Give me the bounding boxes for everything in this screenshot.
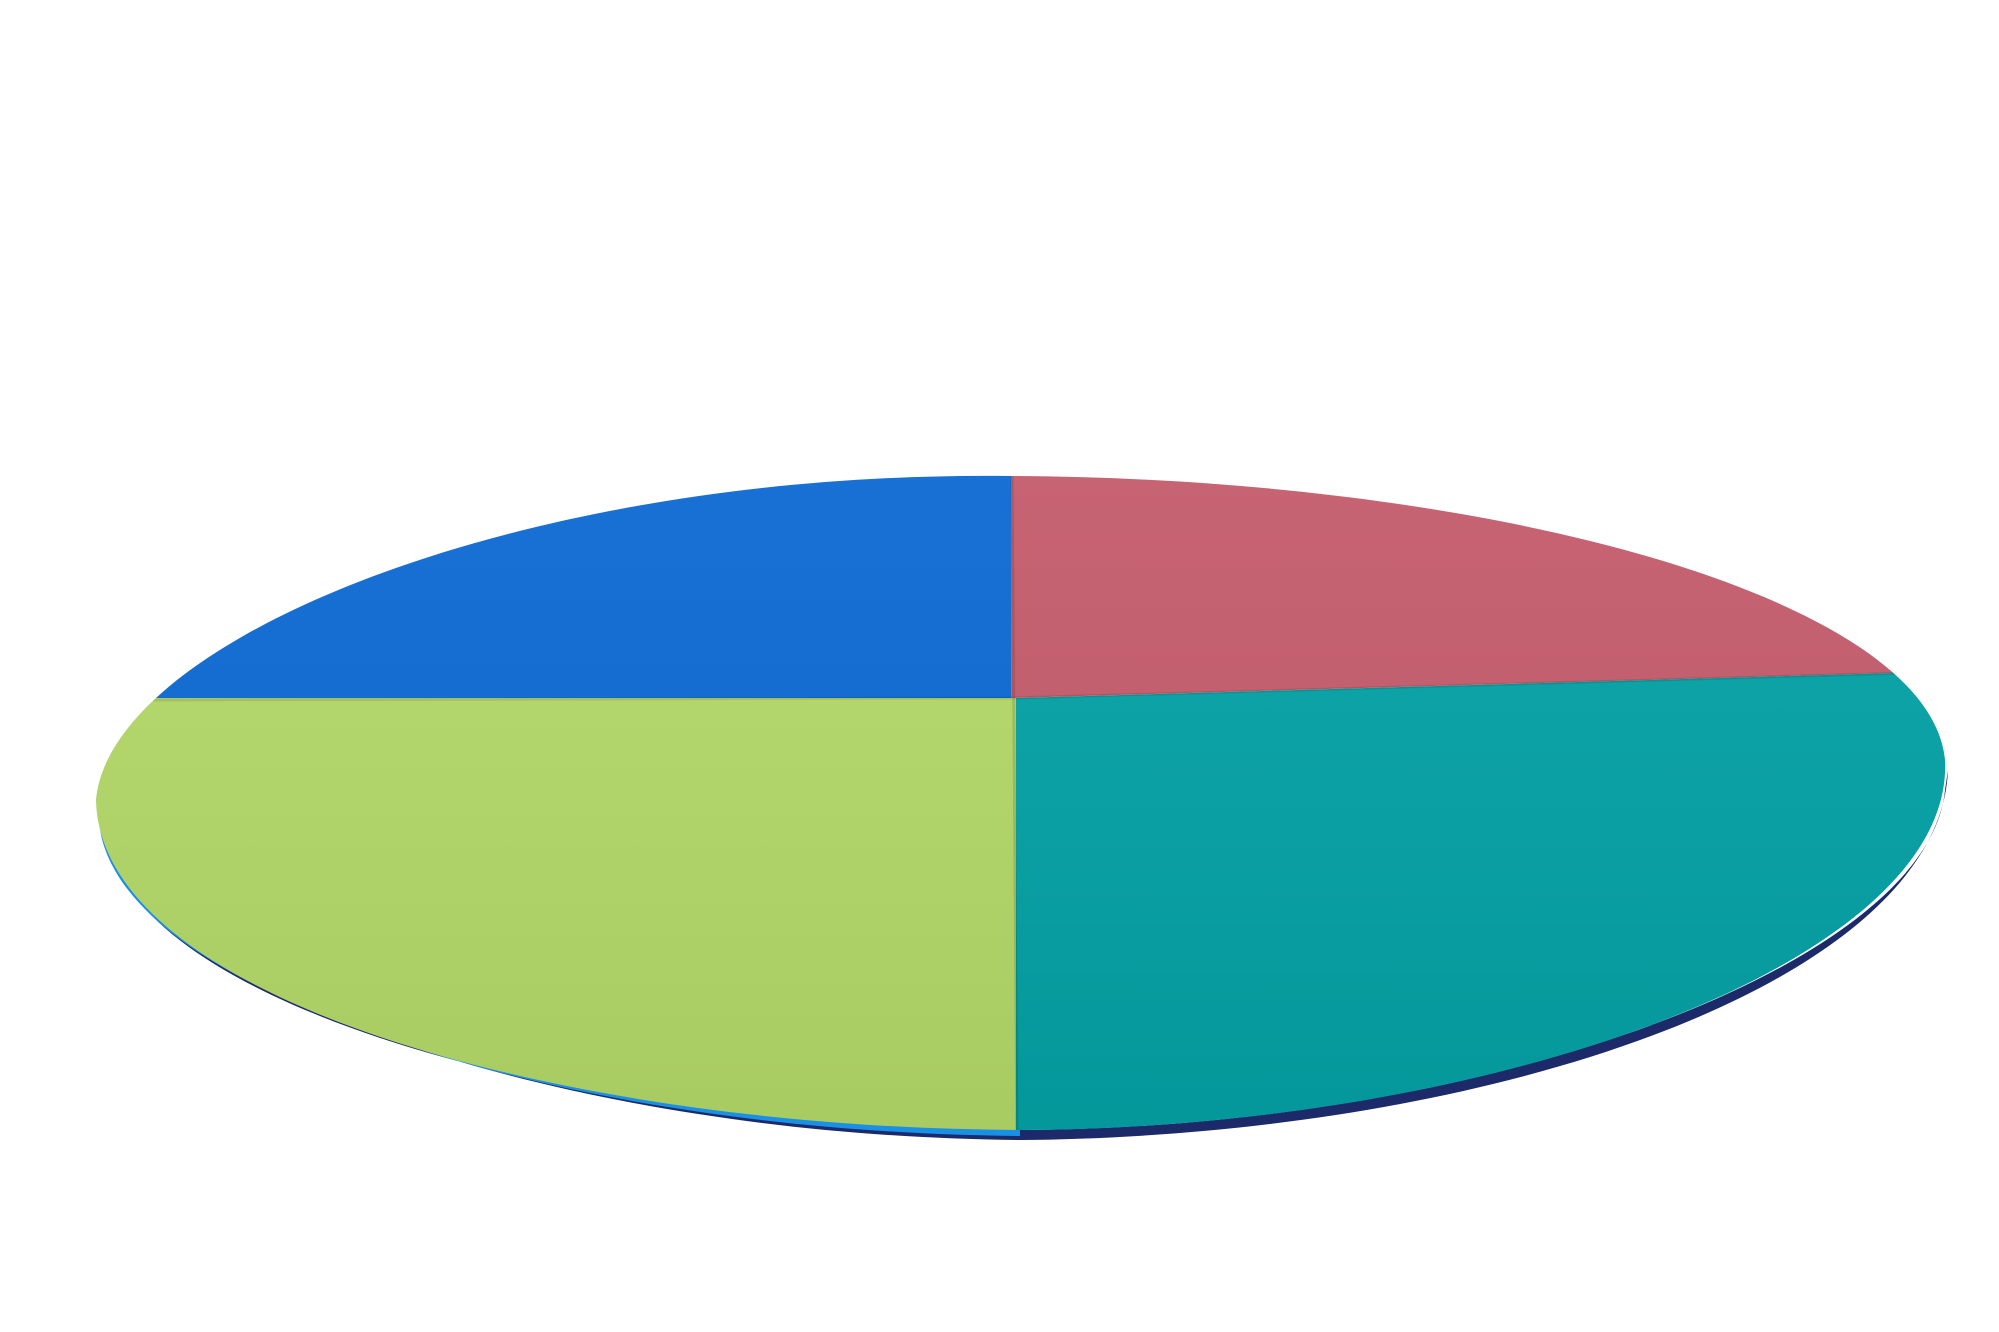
seam-vertical (1010, 475, 1019, 1130)
round-mat (96, 475, 1946, 1130)
shading (96, 475, 1946, 1130)
seam-horizontal (99, 670, 1941, 702)
